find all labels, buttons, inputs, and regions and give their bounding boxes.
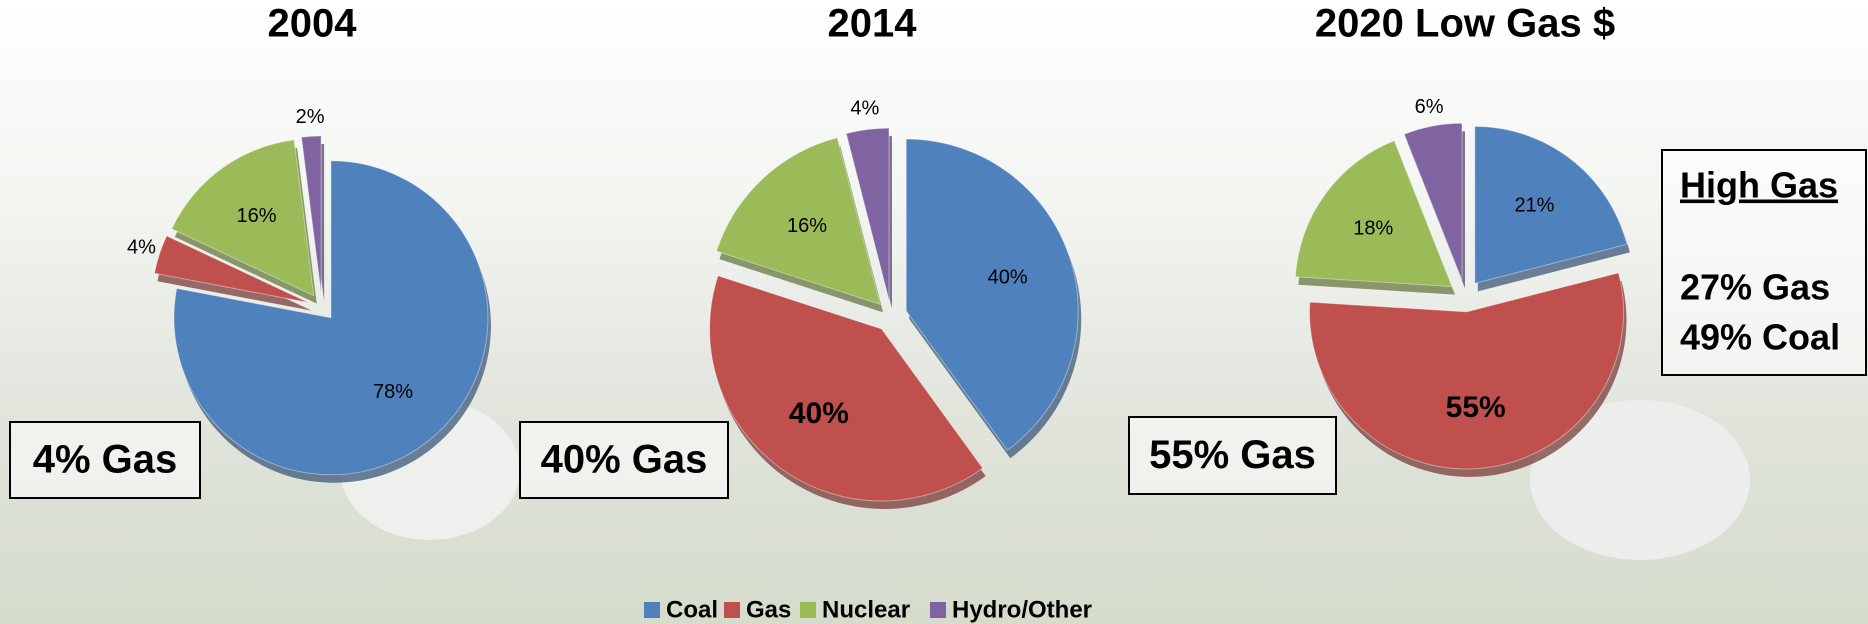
legend-swatch — [930, 602, 946, 618]
data-label: 21% — [1514, 195, 1554, 217]
scenario-title: High Gas — [1680, 165, 1838, 206]
data-label: 16% — [787, 215, 827, 237]
legend-label: Hydro/Other — [952, 596, 1092, 623]
legend-label: Coal — [666, 596, 718, 623]
scenario-line: 27% Gas — [1680, 267, 1830, 308]
data-label: 18% — [1353, 218, 1393, 240]
legend-swatch — [644, 602, 660, 618]
annotation: 40% Gas — [541, 438, 708, 482]
data-label: 55% — [1446, 391, 1506, 424]
chart-title: 2020 Low Gas $ — [1315, 2, 1615, 46]
legend-label: Nuclear — [822, 596, 910, 623]
annotation: 55% Gas — [1149, 433, 1316, 477]
data-label: 2% — [296, 106, 325, 128]
data-label: 4% — [127, 237, 156, 259]
legend-swatch — [800, 602, 816, 618]
data-label: 16% — [237, 205, 277, 227]
legend-swatch — [724, 602, 740, 618]
legend-label: Gas — [746, 596, 791, 623]
chart-title: 2004 — [268, 2, 358, 46]
data-label: 6% — [1415, 96, 1444, 118]
scenario-line: 49% Coal — [1680, 317, 1840, 358]
data-label: 4% — [850, 97, 879, 119]
chart: 2004 78% 4% 16% 2% 4% Gas 2014 40% 40% 16% 4% 40% G… — [0, 0, 1868, 624]
data-label: 78% — [373, 381, 413, 403]
data-label: 40% — [789, 397, 849, 430]
data-label: 40% — [988, 266, 1028, 288]
chart-title: 2014 — [828, 2, 918, 46]
annotation: 4% Gas — [33, 438, 178, 482]
